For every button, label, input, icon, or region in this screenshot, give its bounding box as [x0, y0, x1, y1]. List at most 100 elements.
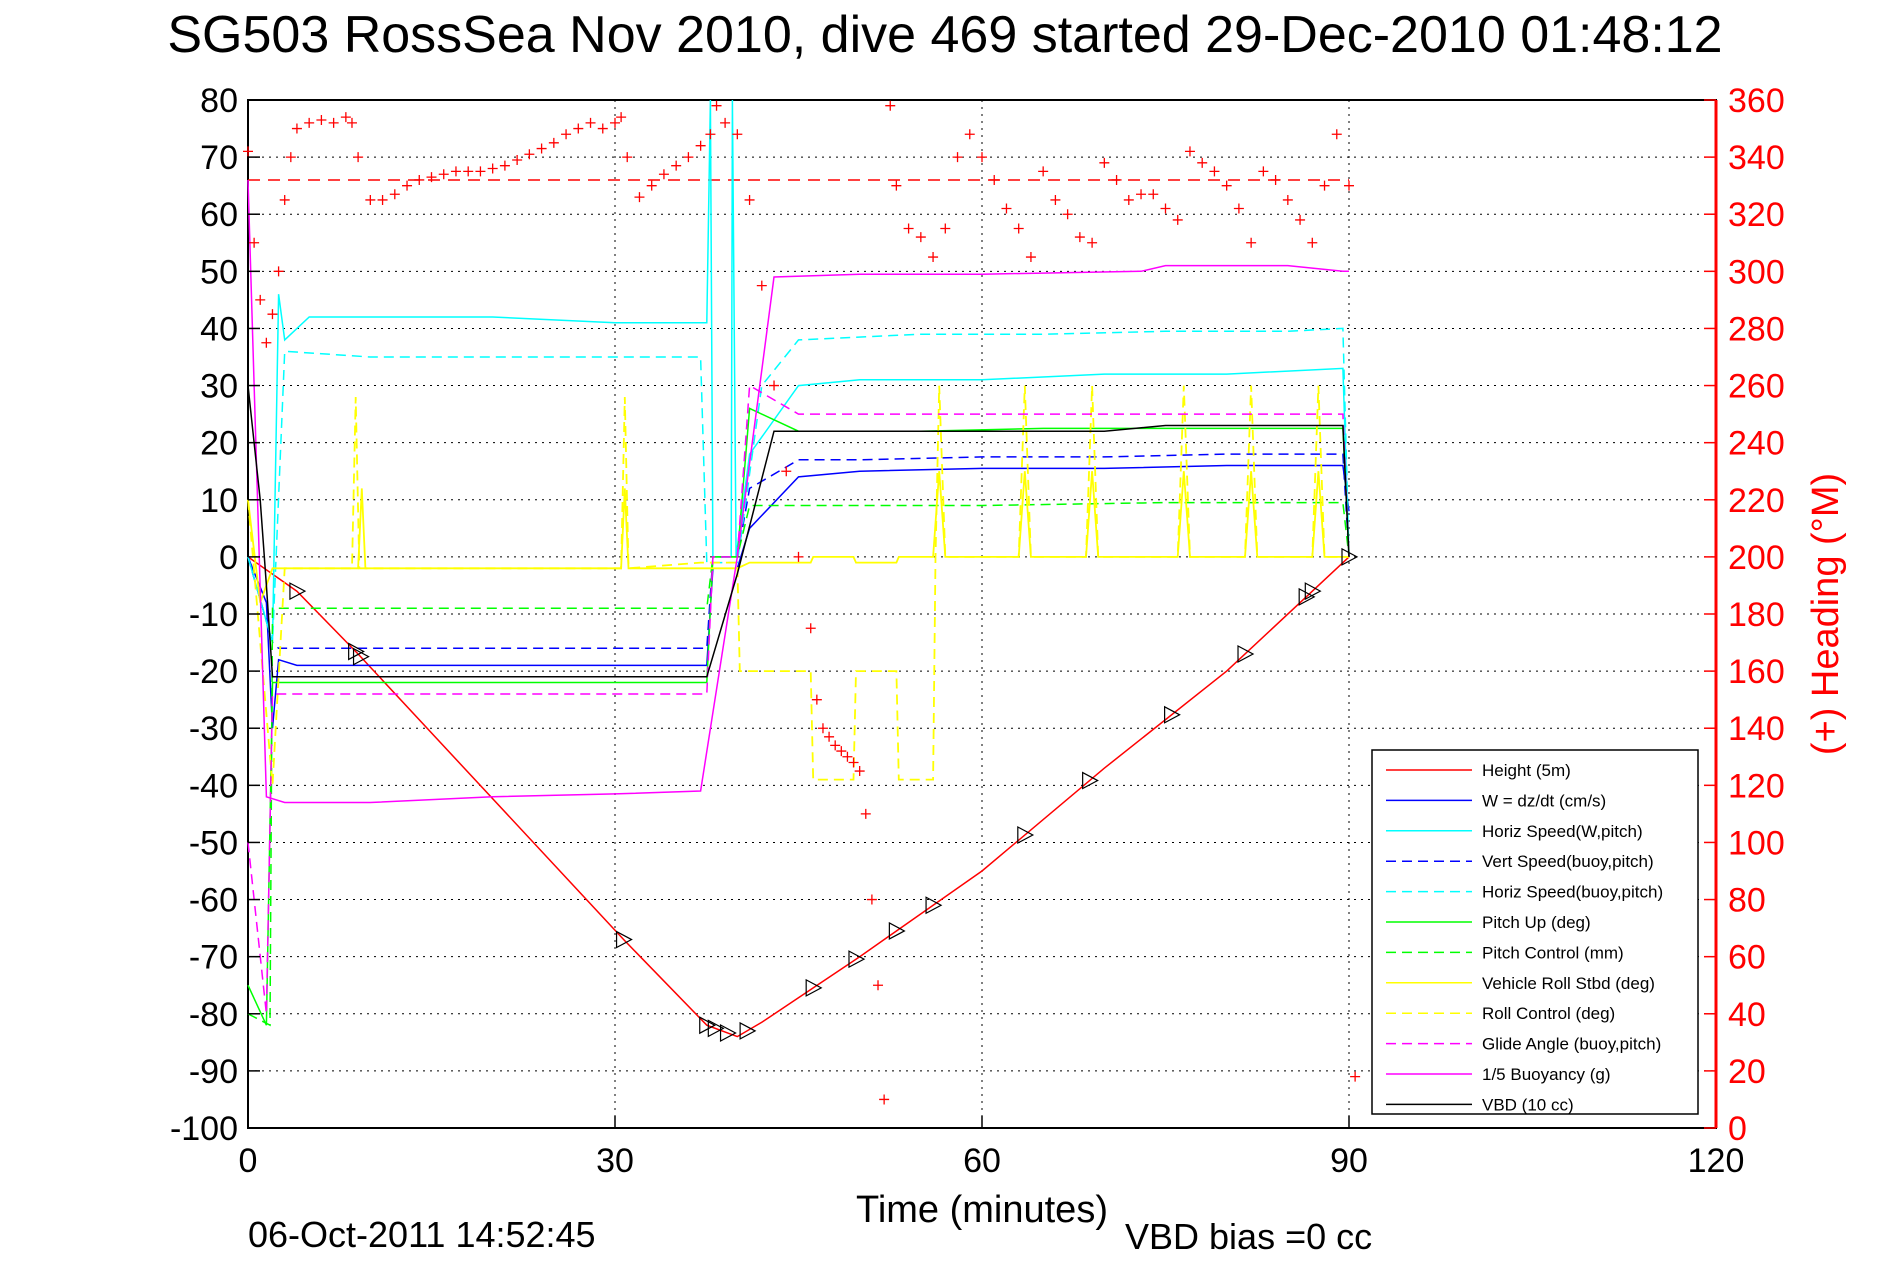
legend-label-roll-control-deg: Roll Control (deg)	[1482, 1004, 1615, 1023]
heading-point	[860, 808, 871, 819]
heading-point	[720, 117, 731, 128]
right-y-tick-label: 0	[1728, 1110, 1747, 1148]
y-tick-label: -20	[189, 653, 238, 691]
x-tick-label: 60	[963, 1142, 1001, 1180]
heading-point	[365, 194, 376, 205]
right-y-tick-label: 40	[1728, 996, 1766, 1034]
heading-point	[928, 252, 939, 263]
height-marker	[1298, 587, 1316, 606]
y-tick-label: -30	[189, 710, 238, 748]
heading-point	[1246, 237, 1257, 248]
heading-point	[1099, 157, 1110, 168]
heading-point	[291, 123, 302, 134]
right-y-tick-label: 320	[1728, 196, 1785, 234]
heading-point	[1160, 203, 1171, 214]
series-1-5-buoyancy-g	[247, 179, 1349, 804]
y-tick-label: -50	[189, 824, 238, 862]
heading-point	[1258, 166, 1269, 177]
legend-label-pitch-control-mm: Pitch Control (mm)	[1482, 943, 1624, 962]
heading-point	[487, 163, 498, 174]
right-y-tick-label: 140	[1728, 710, 1785, 748]
heading-point	[536, 143, 547, 154]
legend-label-1-5-buoyancy-g: 1/5 Buoyancy (g)	[1482, 1065, 1611, 1084]
right-y-axis-label: (+) Heading (°M)	[1805, 473, 1847, 755]
heading-point	[805, 623, 816, 634]
heading-point	[463, 166, 474, 177]
y-tick-label: -100	[170, 1110, 238, 1148]
heading-point	[1350, 1071, 1361, 1082]
heading-point	[1221, 180, 1232, 191]
heading-point	[891, 180, 902, 191]
heading-point	[353, 152, 364, 163]
right-y-ticks: 3603403203002802602402202001801601401201…	[1704, 82, 1785, 1148]
series-horiz-speed-buoy-pitch	[247, 327, 1350, 643]
heading-point	[811, 694, 822, 705]
footer-date: 06-Oct-2011 14:52:45	[248, 1214, 596, 1255]
heading-point	[695, 140, 706, 151]
heading-point	[1295, 214, 1306, 225]
height-marker	[348, 642, 365, 661]
heading-point	[1087, 237, 1098, 248]
heading-point	[1001, 203, 1012, 214]
legend-label-height-5m: Height (5m)	[1482, 761, 1571, 780]
heading-point	[285, 152, 296, 163]
heading-point	[781, 466, 792, 477]
heading-point	[1270, 174, 1281, 185]
height-marker	[707, 1019, 725, 1038]
x-tick-label: 120	[1688, 1142, 1745, 1180]
heading-point	[732, 129, 743, 140]
heading-point	[769, 380, 780, 391]
heading-point	[1319, 180, 1330, 191]
heading-point	[977, 152, 987, 163]
heading-point	[671, 160, 682, 171]
heading-point	[414, 174, 425, 185]
y-tick-label: 30	[200, 368, 238, 406]
heading-point	[328, 117, 339, 128]
heading-point	[1013, 223, 1024, 234]
height-marker	[805, 978, 823, 997]
right-y-tick-label: 180	[1728, 596, 1785, 634]
legend-label-horiz-speed-w-pitch: Horiz Speed(W,pitch)	[1482, 822, 1643, 841]
heading-point	[1111, 174, 1122, 185]
y-tick-label: 10	[200, 482, 238, 520]
x-tick-label: 90	[1330, 1142, 1368, 1180]
legend-label-vbd-10-cc: VBD (10 cc)	[1482, 1095, 1574, 1114]
heading-point	[705, 129, 716, 140]
heading-point	[622, 152, 633, 163]
height-marker	[848, 950, 866, 969]
x-tick-label: 0	[239, 1142, 258, 1180]
legend: Height (5m) W = dz/dt (cm/s) Horiz Speed(W…	[1371, 749, 1699, 1115]
heading-point	[1344, 180, 1354, 191]
heading-point	[1038, 166, 1049, 177]
heading-point	[475, 166, 486, 177]
legend-label-glide-angle-buoy-pitch: Glide Angle (buoy,pitch)	[1482, 1035, 1661, 1054]
right-y-tick-label: 280	[1728, 310, 1785, 348]
heading-point	[340, 112, 351, 123]
heading-point	[658, 169, 669, 180]
series-roll-control-deg	[247, 385, 1349, 786]
heading-point	[1148, 189, 1159, 200]
legend-label-vert-speed-buoy-pitch: Vert Speed(buoy,pitch)	[1482, 852, 1654, 871]
right-y-tick-label: 300	[1728, 253, 1785, 291]
heading-point	[377, 194, 388, 205]
heading-point	[836, 746, 847, 757]
right-y-tick-label: 120	[1728, 767, 1785, 805]
heading-point	[273, 266, 284, 277]
heading-point	[512, 154, 523, 165]
heading-point	[989, 174, 1000, 185]
heading-point	[1233, 203, 1244, 214]
right-y-tick-label: 200	[1728, 539, 1785, 577]
heading-point	[842, 751, 853, 762]
right-y-tick-label: 340	[1728, 139, 1785, 177]
heading-point	[873, 980, 884, 991]
y-tick-label: 0	[219, 539, 238, 577]
heading-point	[426, 172, 437, 183]
heading-point	[261, 337, 272, 348]
heading-point	[1172, 214, 1183, 225]
heading-point	[756, 280, 767, 291]
heading-point	[824, 731, 835, 742]
heading-point	[1307, 237, 1318, 248]
heading-point	[616, 112, 627, 123]
x-tick-label: 30	[596, 1142, 634, 1180]
